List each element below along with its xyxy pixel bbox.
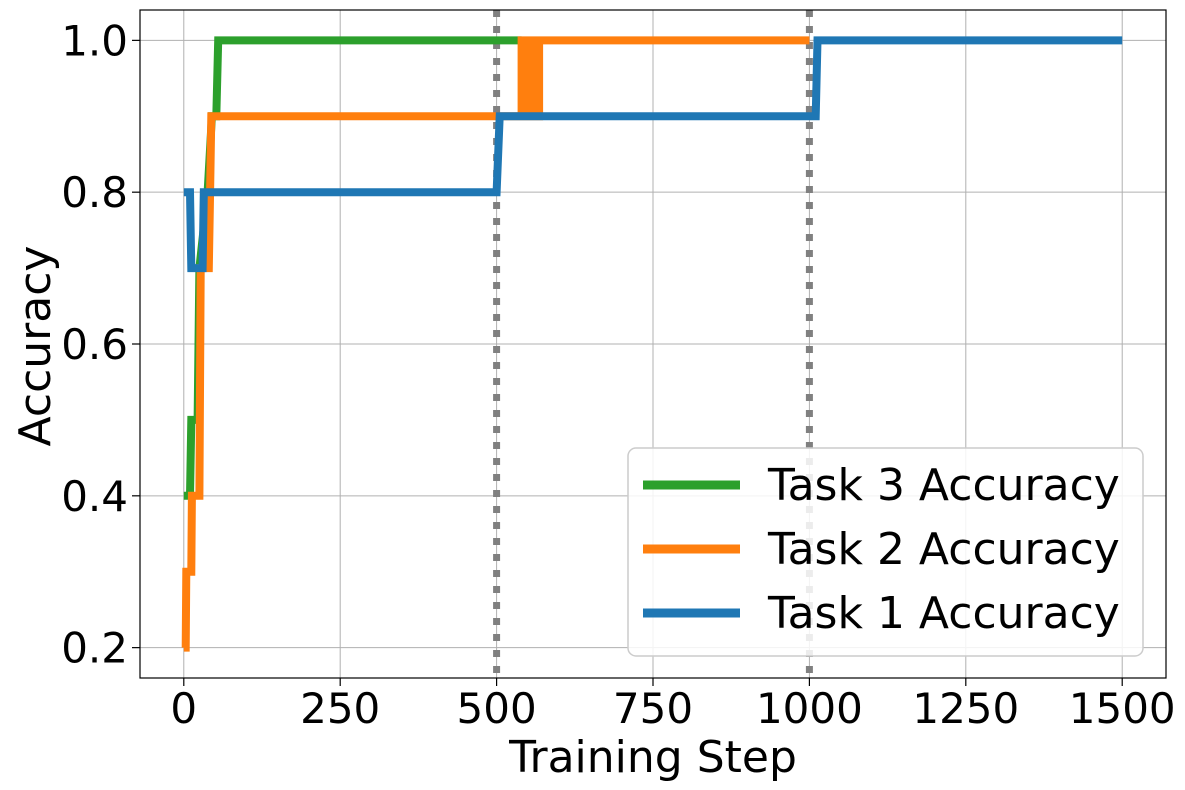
x-ticks: 0 250 500 750 1000 1250 1500 <box>170 678 1176 733</box>
y-tick-label: 0.8 <box>61 168 128 217</box>
task-1-accuracy-legend-label: Task 1 Accuracy <box>767 588 1120 639</box>
y-axis-label: Accuracy <box>10 246 61 447</box>
x-tick-label: 1250 <box>912 684 1019 733</box>
x-tick-label: 250 <box>300 684 380 733</box>
legend-box <box>627 447 1144 657</box>
task-2-accuracy-legend-label: Task 2 Accuracy <box>767 524 1120 575</box>
task-1-accuracy-line <box>183 36 1123 273</box>
legend: Task 3 Accuracy Task 2 Accuracy Task 1 Acc… <box>627 447 1144 657</box>
task-3-accuracy-legend-label: Task 3 Accuracy <box>767 460 1120 511</box>
y-tick-label: 0.2 <box>61 624 128 673</box>
x-tick-label: 500 <box>457 684 537 733</box>
y-tick-label: 0.6 <box>61 320 128 369</box>
x-axis-label: Training Step <box>508 732 797 783</box>
y-tick-label: 0.4 <box>61 472 128 521</box>
y-tick-label: 1.0 <box>61 16 128 65</box>
x-tick-label: 1000 <box>756 684 863 733</box>
x-tick-label: 0 <box>170 684 197 733</box>
x-tick-label: 750 <box>613 684 693 733</box>
task-3-accuracy-line <box>183 36 522 500</box>
series-lines <box>181 36 1123 652</box>
y-ticks: 0.2 0.4 0.6 0.8 1.0 <box>61 16 140 673</box>
x-tick-label: 1500 <box>1069 684 1176 733</box>
